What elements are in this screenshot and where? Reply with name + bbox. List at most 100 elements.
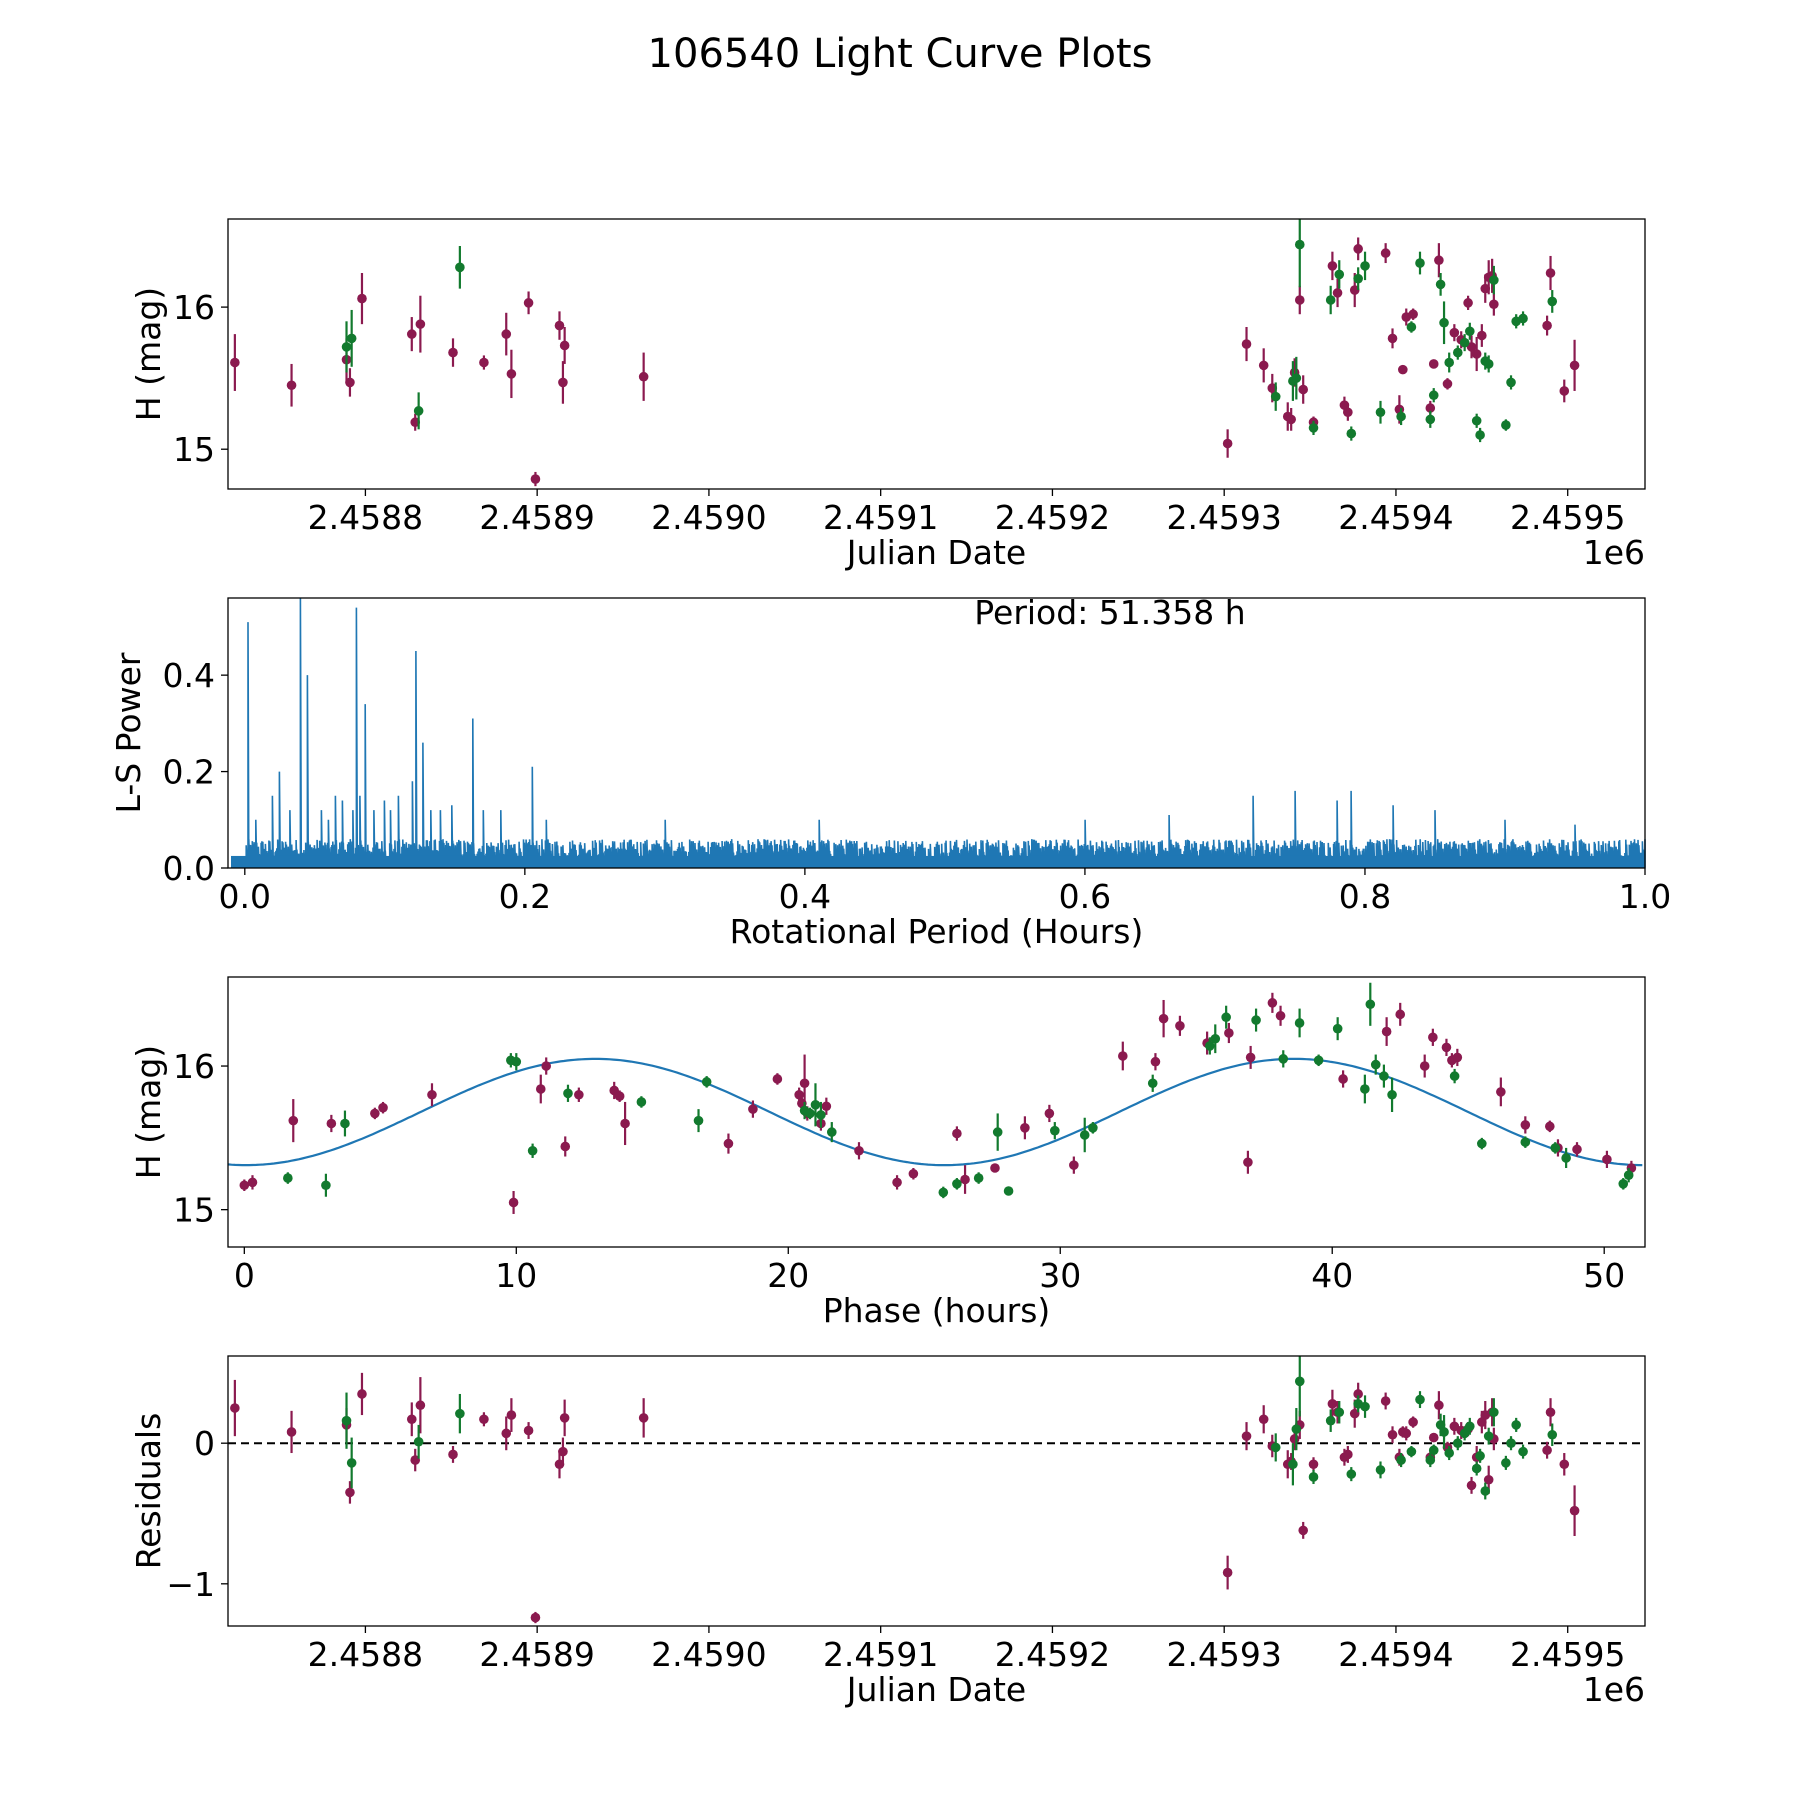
magenta-data-point xyxy=(541,1061,552,1071)
period-annotation: Period: 51.358 h xyxy=(974,593,1245,632)
green-data-point xyxy=(1415,1394,1425,1405)
magenta-data-point xyxy=(239,1180,250,1191)
magenta-data-point xyxy=(1298,1525,1309,1536)
green-data-point xyxy=(1547,296,1558,307)
green-data-point xyxy=(1506,1438,1516,1448)
x-tick-label: 2.4588 xyxy=(308,498,423,537)
green-data-point xyxy=(1483,1431,1494,1441)
magenta-data-point xyxy=(1449,327,1460,338)
magenta-data-point xyxy=(247,1177,258,1188)
magenta-data-point xyxy=(990,1163,1000,1173)
x-axis-label: Julian Date xyxy=(845,533,1027,572)
green-data-point xyxy=(1428,1445,1439,1456)
figure-title: 106540 Light Curve Plots xyxy=(648,31,1153,77)
green-data-point xyxy=(1334,269,1345,280)
green-data-point xyxy=(938,1187,949,1198)
y-tick-label: 16 xyxy=(173,1047,215,1086)
green-series xyxy=(341,219,1558,443)
periodogram-power-line xyxy=(245,597,1646,869)
y-tick-label: 0.2 xyxy=(163,753,215,792)
green-data-point xyxy=(1387,1089,1397,1100)
magenta-data-point xyxy=(1338,1074,1348,1084)
magenta-data-point xyxy=(479,1414,489,1425)
magenta-data-point xyxy=(501,1428,512,1439)
magenta-data-point xyxy=(1463,298,1473,308)
green-data-point xyxy=(1288,1459,1298,1470)
magenta-data-point xyxy=(1602,1154,1612,1165)
green-data-point xyxy=(1477,1138,1487,1149)
green-data-point xyxy=(1501,1458,1511,1468)
green-data-point xyxy=(1501,420,1511,430)
magenta-data-point xyxy=(1401,1428,1412,1439)
green-data-point xyxy=(1346,428,1357,439)
green-data-point xyxy=(1308,1472,1319,1482)
y-axis-label: H (mag) xyxy=(129,287,168,421)
magenta-data-point xyxy=(908,1168,919,1179)
magenta-data-point xyxy=(286,1427,297,1437)
magenta-data-point xyxy=(506,1410,517,1420)
magenta-data-point xyxy=(523,1425,534,1436)
green-data-point xyxy=(1278,1054,1289,1064)
magenta-data-point xyxy=(1425,403,1436,413)
magenta-data-point xyxy=(448,347,458,358)
green-data-point xyxy=(346,333,357,344)
lightcurve-plot-area xyxy=(230,219,1580,487)
green-data-point xyxy=(1520,1137,1531,1147)
green-data-point xyxy=(1483,359,1494,369)
magenta-data-point xyxy=(1434,1400,1444,1411)
magenta-data-point xyxy=(892,1177,902,1188)
magenta-data-point xyxy=(1245,1052,1256,1063)
green-data-point xyxy=(1294,1376,1305,1387)
magenta-data-point xyxy=(1520,1120,1531,1130)
magenta-data-point xyxy=(558,377,568,388)
x-offset-label: 1e6 xyxy=(1583,533,1645,572)
phased-plot-area xyxy=(227,982,1643,1214)
magenta-data-point xyxy=(854,1145,864,1156)
green-data-point xyxy=(1050,1125,1060,1136)
magenta-data-point xyxy=(535,1084,546,1094)
magenta-data-point xyxy=(345,377,355,388)
magenta-data-point xyxy=(1441,1042,1452,1053)
green-data-point xyxy=(952,1179,962,1189)
green-data-point xyxy=(1444,357,1454,368)
magenta-data-point xyxy=(1545,1407,1556,1418)
magenta-data-point xyxy=(1545,268,1556,278)
magenta-data-point xyxy=(1434,255,1444,266)
magenta-data-point xyxy=(448,1449,458,1460)
magenta-data-point xyxy=(1020,1122,1030,1133)
magenta-data-point xyxy=(1286,414,1296,425)
y-tick-label: 16 xyxy=(173,288,215,327)
x-tick-label: 2.4590 xyxy=(651,498,766,537)
x-tick-label: 2.4590 xyxy=(651,1635,766,1674)
y-axis-label: Residuals xyxy=(129,1413,168,1570)
magenta-data-point xyxy=(1069,1160,1079,1170)
green-data-point xyxy=(511,1056,522,1067)
magenta-data-point xyxy=(1428,1432,1439,1443)
magenta-data-point xyxy=(1332,288,1343,298)
x-tick-label: 0.2 xyxy=(499,877,551,916)
green-data-point xyxy=(1325,295,1336,305)
green-data-point xyxy=(1396,411,1406,422)
x-tick-label: 2.4591 xyxy=(823,498,938,537)
magenta-data-point xyxy=(574,1089,584,1100)
magenta-data-point xyxy=(378,1102,388,1113)
green-data-point xyxy=(1511,1420,1521,1430)
magenta-data-point xyxy=(1572,1144,1582,1155)
magenta-data-point xyxy=(1489,299,1499,310)
residuals-panel: 2.4588 2.4589 2.4590 2.4591 2.4592 2.4593 2.45… xyxy=(129,1355,1646,1709)
magenta-data-point xyxy=(1408,309,1418,320)
magenta-data-point xyxy=(1044,1108,1055,1119)
green-data-point xyxy=(1489,275,1499,285)
periodogram-axes-frame xyxy=(227,597,1646,869)
green-data-point xyxy=(1360,261,1370,271)
magenta-data-point xyxy=(1343,407,1353,418)
green-data-point xyxy=(1618,1179,1629,1189)
magenta-data-point xyxy=(1150,1056,1161,1067)
magenta-data-point xyxy=(415,1400,426,1411)
magenta-data-point xyxy=(506,369,517,379)
x-tick-label: 2.4593 xyxy=(1166,1635,1281,1674)
green-data-point xyxy=(1475,430,1485,440)
magenta-data-point xyxy=(501,329,512,339)
green-data-point xyxy=(413,406,424,416)
